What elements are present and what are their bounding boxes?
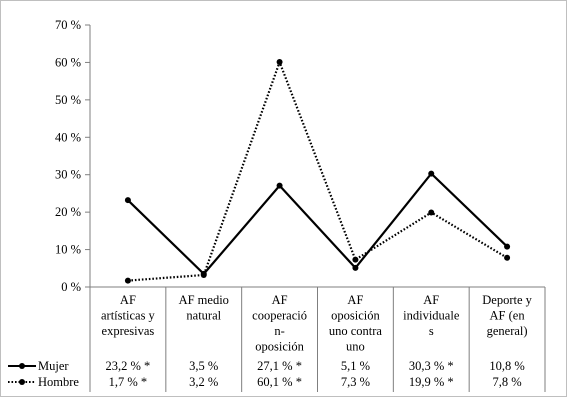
y-tick-label: 40 %: [55, 130, 81, 144]
data-table-cell: 30,3 % *: [409, 359, 454, 373]
x-category-label-line: expresivas: [102, 324, 155, 338]
x-category-label: AF cooperació n-oposición: [252, 293, 307, 354]
data-table: Mujer 23,2 % * 3,5 % 27,1 % * 5,1 % 30,3 % * 1…: [8, 359, 525, 389]
data-table-cell: 60,1 % *: [257, 375, 302, 389]
data-point-mujer: [352, 264, 359, 271]
y-tick-label: 10 %: [55, 243, 81, 257]
axes: 0 % 10 % 20 % 30 % 40 % 50 % 60 % 70 % AF artísti…: [55, 18, 546, 392]
x-category-label: AF artísticas y expresivas: [101, 293, 156, 338]
series-line-hombre: [127, 58, 508, 282]
data-table-cell: 3,2 %: [189, 375, 218, 389]
data-point-mujer: [124, 197, 131, 204]
data-table-cell: 7,3 %: [341, 375, 370, 389]
data-point-hombre: [124, 277, 131, 284]
y-tick-label: 0 %: [61, 280, 81, 294]
y-tick-label: 30 %: [55, 168, 81, 182]
data-point-hombre: [200, 272, 207, 279]
x-category-label-line: s: [429, 324, 434, 338]
data-point-hombre: [276, 59, 283, 66]
data-table-cell: 10,8 %: [489, 359, 524, 373]
legend-series-name: Mujer: [38, 359, 69, 373]
legend-series-name: Hombre: [38, 375, 79, 389]
series-lines: [124, 58, 511, 284]
x-category-label: Deporte y AF (en general): [482, 293, 532, 338]
x-category-label-line: oposición: [331, 309, 380, 323]
data-table-cell: 23,2 % *: [106, 359, 151, 373]
y-tick-label: 50 %: [55, 93, 81, 107]
series-line-mujer: [127, 171, 508, 276]
x-category-label-line: uno contra: [329, 324, 383, 338]
x-category-label-line: general): [487, 324, 528, 338]
x-category-label-line: individuale: [403, 309, 460, 323]
data-table-cell: 5,1 %: [341, 359, 370, 373]
data-point-hombre: [352, 256, 359, 263]
data-table-cell: 3,5 %: [189, 359, 218, 373]
data-table-cell: 27,1 % *: [257, 359, 302, 373]
x-category-label-line: AF: [347, 293, 363, 307]
x-category-label-line: natural: [186, 309, 221, 323]
y-tick-label: 60 %: [55, 55, 81, 69]
data-point-mujer: [504, 243, 511, 250]
data-point-hombre: [428, 209, 435, 216]
legend-key-marker: [19, 379, 25, 385]
x-category-label-line: cooperació: [252, 309, 307, 323]
data-table-cell: 1,7 % *: [109, 375, 148, 389]
x-category-label-line: Deporte y: [482, 293, 532, 307]
data-table-cell: 7,8 %: [492, 375, 521, 389]
x-category-label: AF oposición uno contra uno: [329, 293, 383, 354]
x-category-label: AF individuale s: [403, 293, 460, 338]
data-point-mujer: [276, 182, 283, 189]
legend-key-marker: [19, 363, 25, 369]
x-category-label-line: AF: [423, 293, 439, 307]
x-category-label-line: oposición: [255, 340, 304, 354]
x-category-label-line: AF (en: [490, 309, 526, 323]
data-table-cell: 19,9 % *: [409, 375, 454, 389]
x-category-label: AF medio natural: [179, 293, 229, 323]
x-category-label-line: AF medio: [179, 293, 229, 307]
x-category-label-line: AF: [120, 293, 136, 307]
x-category-label-line: artísticas y: [101, 309, 156, 323]
data-point-mujer: [428, 170, 435, 177]
x-category-label-line: n-: [274, 324, 284, 338]
x-category-label-line: AF: [272, 293, 288, 307]
x-category-label-line: uno: [346, 340, 365, 354]
data-point-hombre: [504, 254, 511, 261]
y-tick-label: 70 %: [55, 18, 81, 32]
y-tick-label: 20 %: [55, 205, 81, 219]
